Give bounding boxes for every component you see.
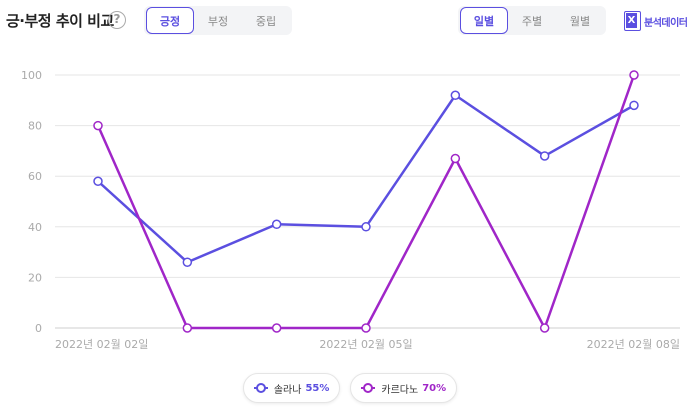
data-point-0-4 xyxy=(450,90,461,100)
y-tick-label: 40 xyxy=(28,221,42,234)
period-tabs: 일별 주별 월별 xyxy=(458,6,606,35)
data-point-1-6 xyxy=(629,70,639,80)
series-line-1 xyxy=(96,74,636,330)
legend-pct-cardano: 70% xyxy=(422,382,447,394)
x-tick-label: 2022년 02월 05일 xyxy=(319,337,412,351)
y-tick-label: 60 xyxy=(28,170,42,183)
tab-positive[interactable]: 긍정 xyxy=(146,7,194,34)
x-tick-label: 2022년 02월 08일 xyxy=(587,337,680,351)
chart-legend: 솔라나 55% 카르다노 70% xyxy=(0,373,700,403)
legend-name-solana: 솔라나 xyxy=(273,384,302,396)
legend-pct-solana: 55% xyxy=(305,382,330,394)
tab-weekly[interactable]: 주별 xyxy=(521,14,543,28)
data-point-0-6 xyxy=(629,100,639,111)
data-point-1-3 xyxy=(361,323,371,333)
tab-daily[interactable]: 일별 xyxy=(460,7,508,34)
data-point-0-0 xyxy=(93,176,103,187)
legend-item-solana[interactable]: 솔라나 55% xyxy=(242,373,341,403)
data-point-0-5 xyxy=(539,151,550,161)
export-data-label: 분석데이터 xyxy=(644,17,688,29)
data-point-1-4 xyxy=(450,153,461,164)
legend-swatch-cardano xyxy=(361,383,376,393)
sentiment-tabs: 긍정 부정 중립 xyxy=(144,6,292,35)
legend-name-cardano: 카르다노 xyxy=(381,384,419,396)
y-tick-label: 20 xyxy=(28,271,42,284)
data-point-1-5 xyxy=(539,323,550,333)
data-point-1-0 xyxy=(93,120,103,131)
series-line-0 xyxy=(97,93,635,264)
y-tick-label: 80 xyxy=(28,120,42,133)
data-point-1-1 xyxy=(182,323,193,333)
export-data-button[interactable]: X 분석데이터 xyxy=(624,10,688,32)
x-tick-label: 2022년 02월 02일 xyxy=(55,337,148,351)
page-title: 긍·부정 추이 비교 xyxy=(6,12,114,30)
chart-header: 긍·부정 추이 비교 ? 긍정 부정 중립 일별 주별 월별 X 분석데이터 xyxy=(0,0,700,44)
tab-negative[interactable]: 부정 xyxy=(207,14,229,28)
y-tick-label: 0 xyxy=(35,322,42,335)
legend-swatch-solana xyxy=(253,383,268,393)
legend-item-cardano[interactable]: 카르다노 70% xyxy=(350,373,458,403)
line-chart: 0 20 40 60 80 100 2022년 02월 02일 2022년 02월 05일 20… xyxy=(21,69,680,351)
data-point-0-2 xyxy=(271,219,282,230)
data-point-0-1 xyxy=(182,257,193,267)
data-point-0-3 xyxy=(361,222,371,232)
help-icon[interactable]: ? xyxy=(108,11,126,29)
excel-icon: X xyxy=(624,11,641,31)
y-tick-label: 100 xyxy=(21,69,42,82)
data-point-1-2 xyxy=(271,323,282,333)
tab-monthly[interactable]: 월별 xyxy=(569,14,591,28)
tab-neutral[interactable]: 중립 xyxy=(255,14,277,28)
